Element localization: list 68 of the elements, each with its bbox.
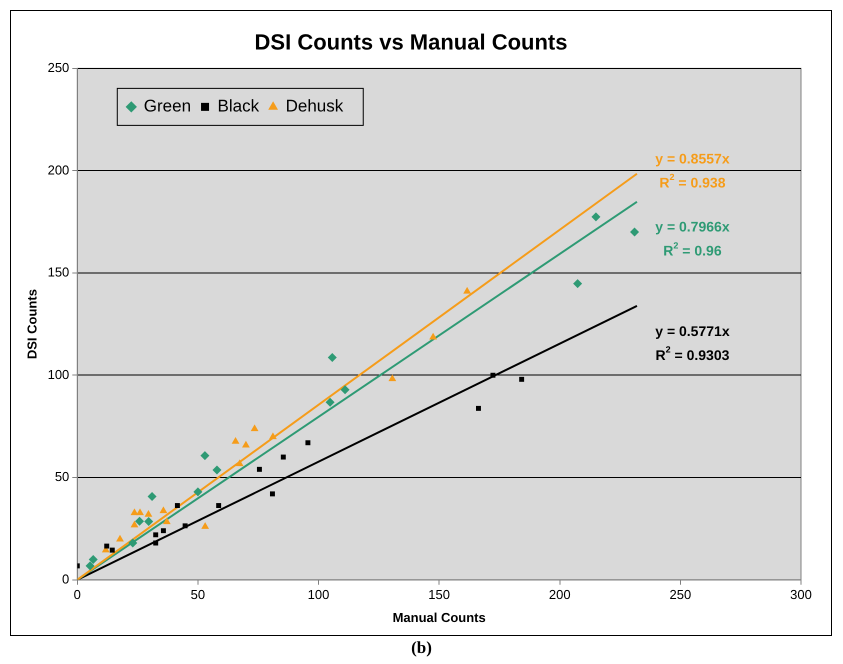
annotation: y = 0.7966x xyxy=(655,218,730,235)
annotation: y = 0.5771x xyxy=(655,322,730,339)
point xyxy=(573,279,582,288)
point xyxy=(305,440,310,446)
point xyxy=(201,522,210,529)
point xyxy=(429,332,438,340)
y-tick-label: 50 xyxy=(54,469,70,484)
point xyxy=(135,516,144,526)
point xyxy=(200,451,210,460)
point xyxy=(160,528,166,534)
point xyxy=(269,432,277,440)
x-tick-label: 0 xyxy=(74,587,81,602)
point xyxy=(476,406,481,411)
x-tick-label: 250 xyxy=(670,587,692,602)
point xyxy=(104,544,110,549)
y-axis-title: DSI Counts xyxy=(24,289,40,360)
point xyxy=(216,503,222,508)
x-axis-title: Manual Counts xyxy=(392,610,486,625)
point xyxy=(270,491,275,496)
x-tick-label: 300 xyxy=(790,587,812,602)
point xyxy=(328,352,337,362)
y-tick-label: 200 xyxy=(48,162,70,178)
y-tick-label: 150 xyxy=(48,264,70,280)
point xyxy=(116,534,124,542)
annotation: y = 0.8557x xyxy=(655,150,730,167)
point xyxy=(212,465,222,474)
point xyxy=(236,459,244,466)
point xyxy=(162,517,171,524)
point xyxy=(128,538,138,548)
point xyxy=(153,532,158,538)
point xyxy=(519,376,524,382)
point xyxy=(232,437,240,444)
point xyxy=(630,228,640,237)
point xyxy=(88,555,98,564)
x-tick-label: 200 xyxy=(548,587,571,602)
chart-title: DSI Counts vs Manual Counts xyxy=(254,29,568,54)
point xyxy=(86,561,95,570)
point xyxy=(110,548,115,553)
point xyxy=(144,517,154,526)
point xyxy=(182,523,188,528)
x-tick-label: 100 xyxy=(308,587,330,602)
point xyxy=(130,520,138,528)
y-tick-label: 0 xyxy=(62,571,70,586)
point xyxy=(242,440,250,448)
point xyxy=(591,212,600,222)
point xyxy=(153,540,158,546)
x-tick-label: 150 xyxy=(428,587,450,602)
legend-label: Black xyxy=(218,96,260,116)
y-tick-label: 100 xyxy=(48,366,70,382)
legend-label: Dehusk xyxy=(286,96,344,116)
point xyxy=(256,466,262,472)
point xyxy=(250,424,258,432)
point xyxy=(144,510,152,517)
point xyxy=(490,372,496,378)
point xyxy=(463,286,472,294)
point xyxy=(340,385,350,394)
point xyxy=(160,506,168,514)
point xyxy=(326,398,335,407)
legend-label: Green xyxy=(144,96,192,116)
point xyxy=(388,374,396,382)
point xyxy=(148,492,157,502)
point xyxy=(280,454,286,460)
text: (b) xyxy=(410,638,433,658)
x-tick-label: 50 xyxy=(190,587,206,602)
y-tick-label: 250 xyxy=(48,60,70,75)
point xyxy=(174,503,180,508)
point xyxy=(136,508,144,516)
point xyxy=(193,487,202,496)
